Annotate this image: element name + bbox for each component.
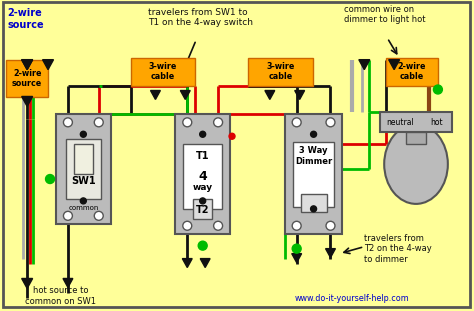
Bar [285,114,342,234]
Bar [386,58,438,86]
Text: 3-wire
cable: 3-wire cable [266,62,294,81]
Text: 3 Way
Dimmer: 3 Way Dimmer [295,146,332,166]
Text: way: way [192,183,213,193]
Bar [6,60,48,97]
Bar [56,114,111,224]
Circle shape [46,174,55,183]
Circle shape [81,198,86,204]
Text: 2-wire
source: 2-wire source [7,8,44,30]
Text: T1: T1 [196,151,210,161]
Circle shape [229,133,235,139]
Ellipse shape [384,124,448,204]
Bar [74,144,93,174]
Circle shape [200,131,206,137]
Circle shape [183,221,192,230]
Text: common wire on
dimmer to light hot: common wire on dimmer to light hot [345,5,426,24]
Text: 2-wire
cable: 2-wire cable [398,62,426,81]
Polygon shape [22,60,33,70]
Circle shape [94,211,103,220]
Bar [175,114,230,234]
Bar [301,194,327,212]
Text: www.do-it-yourself-help.com: www.do-it-yourself-help.com [295,294,410,303]
Circle shape [310,131,317,137]
Bar [406,132,426,144]
Polygon shape [182,258,192,267]
Text: T2: T2 [196,205,210,215]
Text: 2-wire
source: 2-wire source [12,69,42,88]
Polygon shape [151,91,160,100]
Circle shape [326,118,335,127]
Text: common: common [68,205,99,211]
Polygon shape [326,248,336,258]
Circle shape [310,206,317,212]
Bar [193,199,212,219]
Bar [183,144,222,209]
Circle shape [64,211,73,220]
Text: hot: hot [430,118,443,127]
Text: 4: 4 [198,169,207,183]
Text: hot source to
common on SW1: hot source to common on SW1 [26,286,97,306]
Circle shape [433,85,442,94]
Bar [66,139,101,199]
Polygon shape [22,60,33,70]
Polygon shape [389,60,400,70]
Polygon shape [200,258,210,267]
Polygon shape [295,91,305,100]
Circle shape [200,198,206,204]
Circle shape [326,221,335,230]
Circle shape [198,241,207,250]
Polygon shape [22,96,33,106]
Polygon shape [43,60,54,70]
Circle shape [81,131,86,137]
Circle shape [183,118,192,127]
Text: SW1: SW1 [71,176,96,186]
Circle shape [94,118,103,127]
Text: travelers from
T2 on the 4-way
to dimmer: travelers from T2 on the 4-way to dimmer [365,234,432,263]
Bar [380,112,452,132]
Circle shape [214,221,223,230]
Circle shape [292,118,301,127]
Polygon shape [181,91,190,100]
Text: neutral: neutral [386,118,414,127]
Polygon shape [22,278,33,288]
Polygon shape [265,91,275,100]
Text: travelers from SW1 to
T1 on the 4-way switch: travelers from SW1 to T1 on the 4-way sw… [148,8,254,27]
Text: 3-wire
cable: 3-wire cable [149,62,177,81]
Circle shape [292,221,301,230]
Circle shape [214,118,223,127]
Bar [130,58,195,86]
Polygon shape [292,253,301,262]
Bar [248,58,312,86]
Polygon shape [359,60,370,70]
Bar [293,142,335,207]
Circle shape [292,244,301,253]
Circle shape [64,118,73,127]
Polygon shape [63,278,73,287]
